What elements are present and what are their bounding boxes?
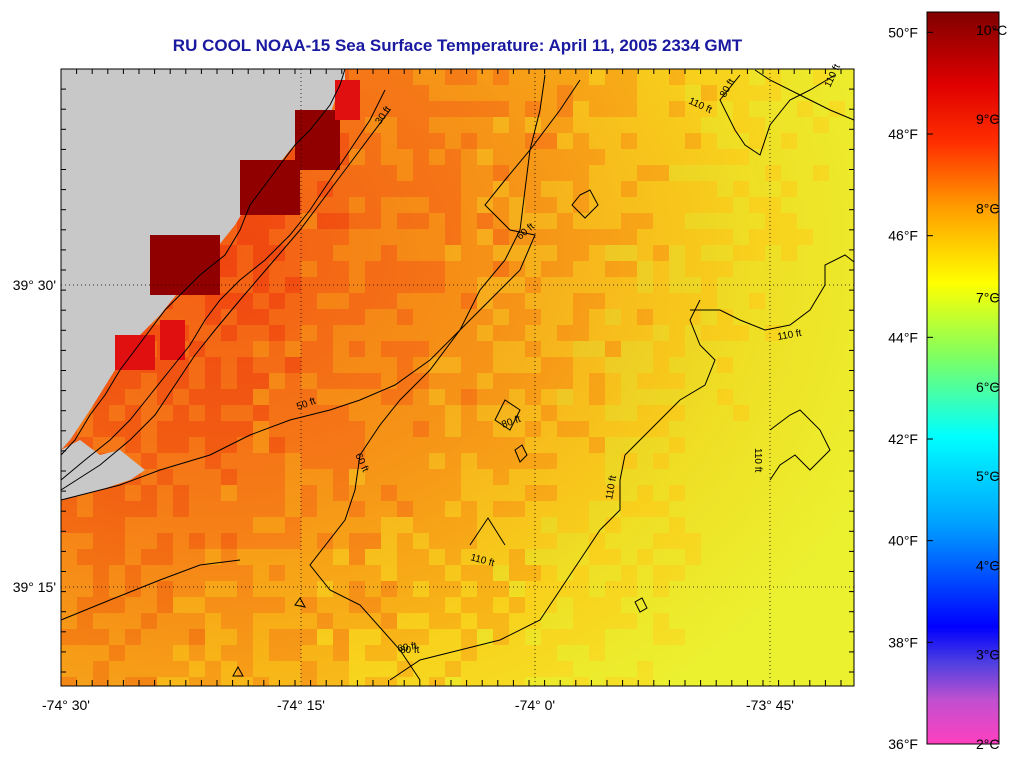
- colorbar-f-label: 38°F: [888, 634, 918, 650]
- contour-label: 60 ft: [397, 641, 418, 655]
- lon-tick-label: -73° 45': [746, 697, 794, 713]
- coastline: [60, 68, 346, 456]
- lon-tick-label: -74° 0': [515, 697, 555, 713]
- colorbar-c-label: 10°C: [976, 22, 1007, 38]
- contour-label: 80 ft: [400, 645, 420, 656]
- contour-label: 110 ft: [752, 448, 763, 472]
- lon-tick-label: -74° 30': [42, 697, 90, 713]
- land-mass: [61, 440, 145, 500]
- map-frame: [60, 68, 855, 687]
- chart-title: RU COOL NOAA-15 Sea Surface Temperature:…: [172, 36, 743, 55]
- colorbar-f-label: 36°F: [888, 736, 918, 752]
- colorbar-f-label: 48°F: [888, 126, 918, 142]
- lat-tick-label: 39° 30': [13, 277, 56, 293]
- contour-label: 110 ft: [604, 474, 619, 500]
- coastline: [60, 89, 386, 481]
- colorbar-f-label: 46°F: [888, 228, 918, 244]
- colorbar-c-label: 4°C: [976, 557, 1000, 573]
- colorbar-c-label: 6°C: [976, 379, 1000, 395]
- colorbar-c-label: 9°C: [976, 111, 1000, 127]
- lon-tick-label: -74° 15': [277, 697, 325, 713]
- colorbar-c-label: 8°C: [976, 200, 1000, 216]
- grid-lines: [61, 69, 854, 686]
- colorbar-f-label: 50°F: [888, 24, 918, 40]
- colorbar-c-label: 2°C: [976, 736, 1000, 752]
- colorbar: [926, 11, 1000, 745]
- depth-contours: [60, 69, 855, 681]
- lat-tick-label: 39° 15': [13, 579, 56, 595]
- colorbar-f-label: 42°F: [888, 431, 918, 447]
- colorbar-f-label: 40°F: [888, 533, 918, 549]
- axis-ticks: [60, 68, 854, 686]
- contour-label: 110 ft: [777, 328, 803, 343]
- colorbar-f-label: 44°F: [888, 329, 918, 345]
- colorbar-c-label: 3°C: [976, 647, 1000, 663]
- colorbar-c-label: 5°C: [976, 468, 1000, 484]
- colorbar-c-label: 7°C: [976, 290, 1000, 306]
- coastal-warm-pixels: [115, 80, 360, 370]
- colorbar-ticks: 50°F 48°F 46°F 44°F 42°F 40°F 38°F 36°F 10°C 9°C 8…: [888, 22, 1007, 752]
